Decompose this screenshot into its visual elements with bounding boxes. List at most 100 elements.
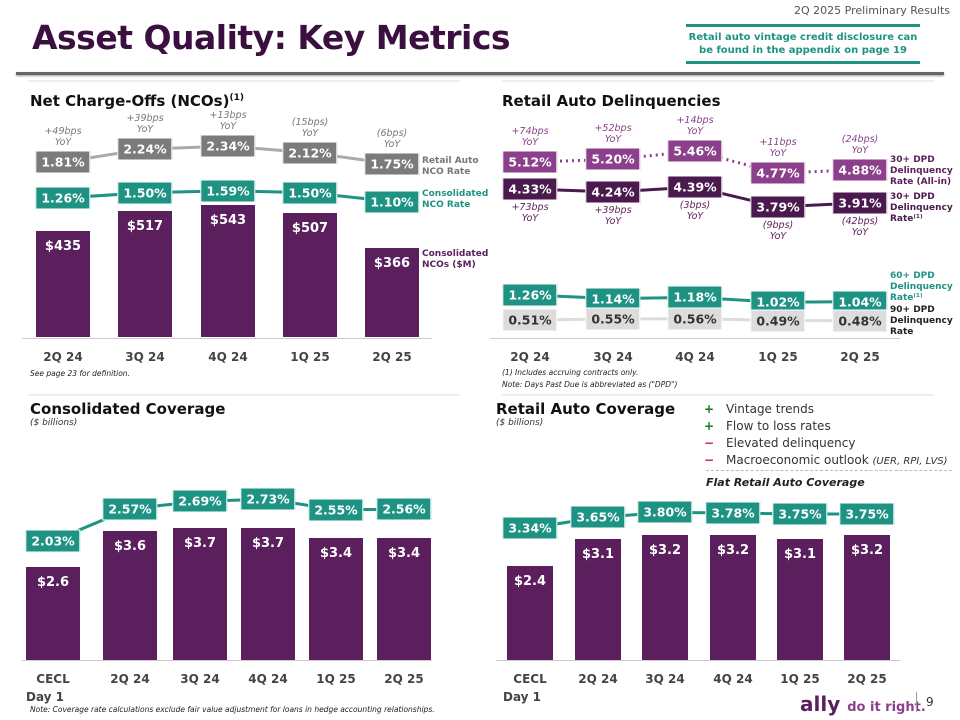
retail-cov-x-label: 1Q 25 <box>780 672 820 686</box>
cons-cov-bar-label: $3.7 <box>183 535 217 551</box>
driver-text: Elevated delinquency <box>726 436 856 450</box>
retail-cov-rate-point: 3.80% <box>637 500 693 524</box>
footer-divider <box>916 692 917 712</box>
cons-cov-subtitle: ($ billions) <box>30 418 78 428</box>
consolidated-nco-point: 1.50% <box>117 181 173 205</box>
cons-cov-bar <box>26 566 80 660</box>
retail-cov-bar <box>844 535 890 660</box>
divider <box>502 80 934 82</box>
dpd30-allin-point: 4.77% <box>750 161 806 185</box>
driver-sign: − <box>704 436 715 450</box>
retail-cov-bar <box>507 566 553 660</box>
results-label: 2Q 2025 Preliminary Results <box>794 4 950 17</box>
dpd30-point: 4.24% <box>585 180 641 204</box>
retail-nco-yoy: +39bps YoY <box>126 113 164 136</box>
retail-cov-bar <box>575 539 621 660</box>
retail-nco-yoy: +13bps YoY <box>209 110 247 133</box>
retail-nco-point: 1.81% <box>35 150 91 174</box>
nco-footnote: See page 23 for definition. <box>30 369 130 378</box>
cons-cov-rate-point: 2.57% <box>102 497 158 521</box>
driver-sign: + <box>704 419 715 433</box>
retail-cov-x-label: 3Q 24 <box>645 672 685 686</box>
cons-cov-rate-point: 2.69% <box>172 489 228 513</box>
dpd30-point: 4.33% <box>502 177 558 201</box>
dpd30-allin-point: 5.46% <box>667 139 723 163</box>
driver-item: − Macroeconomic outlook (UER, RPI, LVS) <box>704 453 948 467</box>
retail-nco-point: 2.24% <box>117 137 173 161</box>
nco-bar-label: $507 <box>291 221 329 237</box>
dpd30-allin-point: 4.88% <box>832 158 888 182</box>
driver-item: + Vintage trends <box>704 402 814 416</box>
dpd30-allin-yoy: +14bps YoY <box>676 115 714 138</box>
nco-bar <box>201 204 255 337</box>
retail-cov-rate-point: 3.75% <box>839 502 895 526</box>
dpd30-yoy: (9bps) YoY <box>762 219 794 242</box>
retail-cov-bar <box>642 535 688 660</box>
divider <box>28 80 460 82</box>
retail-cov-bar-label: $2.4 <box>513 574 547 590</box>
cons-cov-title: Consolidated Coverage <box>30 400 226 418</box>
nco-x-label: 4Q 24 <box>208 350 248 364</box>
delinq-title: Retail Auto Delinquencies <box>502 92 721 110</box>
cons-cov-bar <box>377 538 431 660</box>
nco-title: Net Charge-Offs (NCOs)(1) <box>30 92 244 110</box>
cons-cov-rate-point: 2.55% <box>308 498 364 522</box>
cons-cov-bar-label: $2.6 <box>36 574 70 590</box>
cons-cov-x-label: CECL <box>36 672 70 686</box>
dpd90-point: 0.56% <box>667 307 723 331</box>
cons-cov-bar-label: $3.6 <box>113 539 147 555</box>
legend-retail-nco: Retail Auto NCO Rate <box>422 156 479 177</box>
cons-cov-bar-label: $3.4 <box>319 546 353 562</box>
footer-note: Note: Coverage rate calculations exclude… <box>30 705 435 714</box>
dpd90-point: 0.55% <box>585 307 641 331</box>
delinq-x-label: 1Q 25 <box>758 350 798 364</box>
delinq-footnote-1: (1) Includes accruing contracts only. <box>502 368 639 377</box>
driver-text: Flow to loss rates <box>726 419 831 433</box>
legend-30-allin: 30+ DPD Delinquency Rate (All-in) <box>890 155 953 187</box>
cons-cov-bar <box>103 531 157 660</box>
retail-nco-yoy: (15bps) YoY <box>291 116 329 139</box>
delinq-x-label: 2Q 25 <box>840 350 880 364</box>
nco-x-label: 2Q 25 <box>372 350 412 364</box>
cons-cov-rate-point: 2.03% <box>25 529 81 553</box>
retail-cov-subtitle: ($ billions) <box>496 418 544 428</box>
dpd90-point: 0.48% <box>832 309 888 333</box>
retail-cov-title: Retail Auto Coverage <box>496 400 676 418</box>
nco-axis <box>22 338 432 339</box>
cons-cov-x-label: Day 1 <box>25 690 65 704</box>
page-number: 9 <box>926 695 934 709</box>
nco-bar <box>118 210 172 337</box>
cons-cov-bar-label: $3.4 <box>387 546 421 562</box>
cons-cov-bar <box>309 538 363 660</box>
legend-consolidated-ncos: Consolidated NCOs ($M) <box>422 249 489 270</box>
delinq-x-label: 2Q 24 <box>510 350 550 364</box>
retail-cov-bar-label: $3.1 <box>581 547 615 563</box>
dpd30-allin-yoy: +52bps YoY <box>594 123 632 146</box>
dpd30-point: 3.91% <box>832 191 888 215</box>
legend-30: 30+ DPD Delinquency Rate⁽¹⁾ <box>890 192 953 224</box>
dpd60-point: 1.26% <box>502 283 558 307</box>
nco-bar <box>365 247 419 337</box>
cons-cov-rate-point: 2.56% <box>376 497 432 521</box>
delinq-axis <box>490 338 900 339</box>
dpd30-allin-point: 5.20% <box>585 147 641 171</box>
cons-cov-axis <box>22 660 432 661</box>
driver-sign: + <box>704 402 715 416</box>
driver-item: + Flow to loss rates <box>704 419 831 433</box>
dpd30-allin-point: 5.12% <box>502 150 558 174</box>
dpd90-point: 0.51% <box>502 308 558 332</box>
nco-bar-label: $543 <box>209 212 247 228</box>
consolidated-nco-point: 1.59% <box>200 179 256 203</box>
retail-nco-yoy: +49bps YoY <box>44 126 82 148</box>
consolidated-nco-point: 1.50% <box>282 181 338 205</box>
retail-cov-x-label: 2Q 24 <box>578 672 618 686</box>
coverage-conclusion: Flat Retail Auto Coverage <box>706 476 865 489</box>
divider <box>28 394 460 396</box>
dpd60-point: 1.02% <box>750 290 806 314</box>
driver-note: (UER, RPI, LVS) <box>872 456 948 467</box>
nco-title-text: Net Charge-Offs (NCOs) <box>30 92 230 110</box>
dpd30-allin-yoy: +74bps YoY <box>511 126 549 148</box>
retail-nco-point: 2.34% <box>200 134 256 158</box>
cons-cov-bar <box>241 527 295 660</box>
dpd30-allin-yoy: +11bps YoY <box>759 137 797 160</box>
